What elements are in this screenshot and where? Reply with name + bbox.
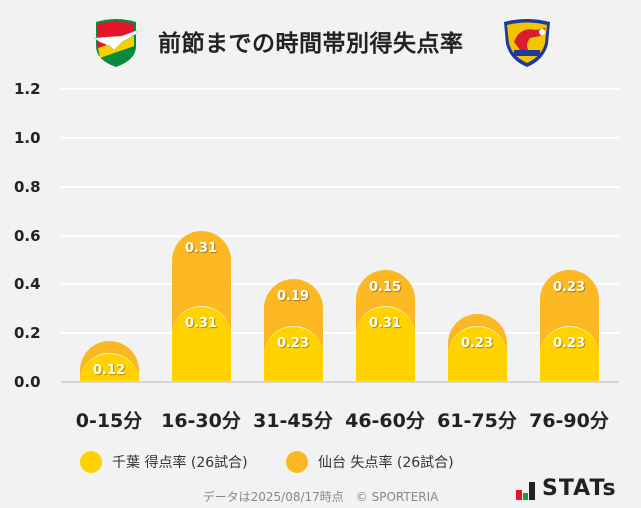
x-tick-label: 31-45分 [253, 410, 333, 432]
legend-swatch-icon [80, 451, 102, 473]
chart-title: 前節までの時間帯別得失点率 [158, 31, 464, 57]
x-tick-label: 0-15分 [75, 410, 143, 432]
legend-label: 仙台 失点率 (26試合) [318, 455, 454, 471]
y-tick-label: 1.2 [14, 80, 41, 98]
chart-header: 前節までの時間帯別得失点率 [0, 0, 641, 80]
y-tick-label: 0.0 [14, 373, 41, 391]
bar-chiba[interactable]: 0.31 [171, 306, 231, 382]
bar-chiba[interactable]: 0.23 [263, 325, 323, 382]
y-tick-label: 1.0 [14, 129, 41, 147]
gridline [61, 88, 619, 90]
gridline [61, 235, 619, 237]
bar-value-label: 0.31 [368, 316, 402, 332]
bar-chiba[interactable]: 0.23 [539, 325, 599, 382]
legend-item-chiba[interactable]: 千葉 得点率 (26試合) [80, 449, 248, 475]
stats-brand-text: STATs [542, 476, 617, 501]
y-tick-label: 0.2 [14, 324, 41, 342]
bar-value-label: 0.23 [552, 279, 586, 295]
y-tick-label: 0.6 [14, 227, 41, 245]
gridline [61, 283, 619, 285]
y-tick-label: 0.8 [14, 178, 41, 196]
vegalta-sendai-logo-icon [504, 19, 550, 67]
x-axis-baseline [61, 381, 619, 383]
bar-value-label: 0.31 [184, 316, 218, 332]
x-tick-label: 76-90分 [529, 410, 609, 432]
jef-united-chiba-logo-icon [93, 19, 139, 67]
bar-value-label: 0.23 [460, 335, 494, 351]
bar-value-label: 0.15 [368, 279, 402, 295]
bar-value-label: 0.23 [276, 335, 310, 351]
bar-value-label: 0.12 [92, 362, 126, 378]
gridline [61, 332, 619, 334]
data-source-note: データは2025/08/17時点 © SPORTERIA [202, 490, 439, 504]
bar-chiba[interactable]: 0.31 [355, 306, 415, 382]
bar-value-label: 0.23 [552, 335, 586, 351]
bar-value-label: 0.31 [184, 240, 218, 256]
plot-area: 1.2 1.0 0.8 0.6 0.4 0.2 0.0 0.12 0.31 0.31… [14, 80, 619, 432]
gridline [61, 186, 619, 188]
legend-label: 千葉 得点率 (26試合) [112, 455, 248, 471]
legend-swatch-icon [286, 451, 308, 473]
x-tick-label: 16-30分 [161, 410, 241, 432]
x-tick-label: 46-60分 [345, 410, 425, 432]
y-tick-label: 0.4 [14, 275, 41, 293]
bar-value-label: 0.19 [276, 289, 310, 305]
stats-bars-icon [516, 482, 535, 500]
gridline [61, 137, 619, 139]
x-tick-label: 61-75分 [437, 410, 517, 432]
legend-item-sendai[interactable]: 仙台 失点率 (26試合) [286, 449, 454, 475]
stats-brand-logo: STATs [516, 478, 617, 500]
bar-chiba[interactable]: 0.23 [447, 325, 507, 382]
